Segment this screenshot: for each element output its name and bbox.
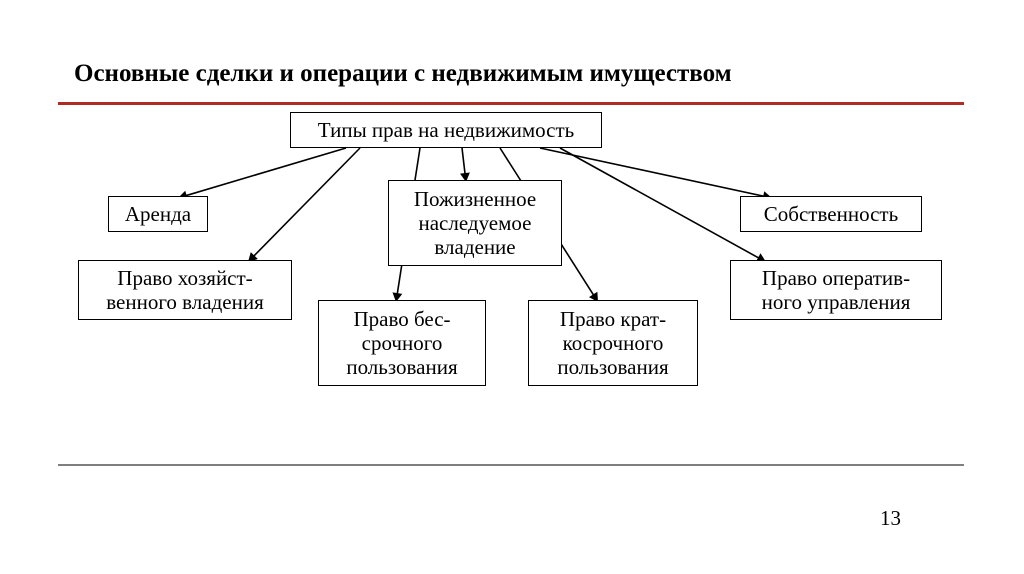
slide: Основные сделки и операции с недвижимым …	[0, 0, 1024, 574]
node-kratkosrochnoe: Право крат- косрочного пользования	[528, 300, 698, 386]
node-sobstvennost: Собственность	[740, 196, 922, 232]
slide-title: Основные сделки и операции с недвижимым …	[74, 60, 732, 88]
node-root: Типы прав на недвижимость	[290, 112, 602, 148]
node-hoz-vladenie: Право хозяйст- венного владения	[78, 260, 292, 320]
page-number: 13	[880, 506, 901, 531]
divider-red	[58, 102, 964, 105]
divider-gray	[58, 464, 964, 466]
node-bessrochnoe: Право бес- срочного пользования	[318, 300, 486, 386]
node-operativnoe: Право оператив- ного управления	[730, 260, 942, 320]
node-arenda: Аренда	[108, 196, 208, 232]
node-pozhizn-vladenie: Пожизненное наследуемое владение	[388, 180, 562, 266]
